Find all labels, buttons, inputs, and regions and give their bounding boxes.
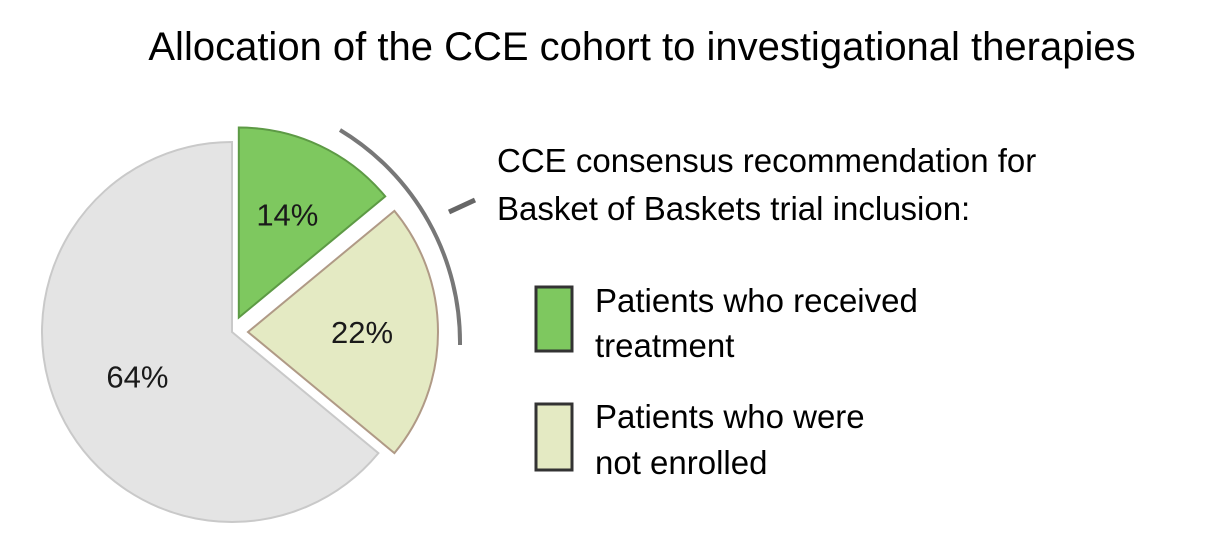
slice-label-2: 22% xyxy=(331,315,393,350)
legend-not-enrolled-line-1: Patients who were xyxy=(595,398,865,435)
pie-slice-1 xyxy=(237,126,387,320)
bracket-connector xyxy=(447,197,477,215)
slice-label-1: 14% xyxy=(256,197,318,232)
legend-received-line-1: Patients who received xyxy=(595,282,918,319)
legend-swatch-not-enrolled xyxy=(534,402,574,472)
pie-slice-2 xyxy=(246,209,439,455)
slice-label-3: 64% xyxy=(106,359,168,394)
legend-not-enrolled-line-2: not enrolled xyxy=(595,444,767,481)
chart-title: Allocation of the CCE cohort to investig… xyxy=(148,25,1135,69)
pie-slices: 14% 22% 64% xyxy=(41,126,439,523)
bracket-label-line-2: Basket of Baskets trial inclusion: xyxy=(497,190,970,227)
bracket-arc xyxy=(338,128,463,346)
bracket-label-line-1: CCE consensus recommendation for xyxy=(497,142,1036,179)
legend-swatch-received xyxy=(534,285,574,353)
legend-received-line-2: treatment xyxy=(595,327,734,364)
pie-slice-3 xyxy=(41,140,380,523)
